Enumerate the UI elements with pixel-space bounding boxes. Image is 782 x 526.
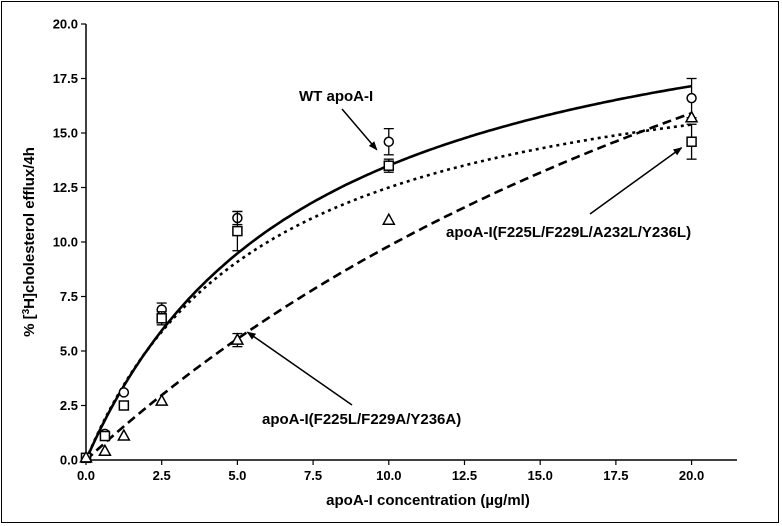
data-point-circle xyxy=(383,136,395,147)
annotation-label: WT apoA-I xyxy=(299,88,373,105)
annotation-arrow xyxy=(589,147,683,215)
data-point-square xyxy=(383,160,395,171)
fit-curve-series-2 xyxy=(85,111,693,461)
x-tick-label: 12.5 xyxy=(452,468,477,483)
x-tick-label: 7.5 xyxy=(304,468,322,483)
x-axis-label: apoA-I concentration (µg/ml) xyxy=(326,492,530,509)
data-point-square xyxy=(99,430,111,442)
x-tick-label: 17.5 xyxy=(603,468,628,483)
y-axis-label: % [3H]cholesterol efflux/4h xyxy=(21,147,39,337)
annotation-arrow xyxy=(341,108,378,151)
x-tick-label: 5.0 xyxy=(228,468,246,483)
annotation-label: apoA-I(F225L/F229L/A232L/Y236L) xyxy=(446,224,691,241)
data-point-circle xyxy=(118,387,130,398)
y-tick-label: 5.0 xyxy=(60,344,78,359)
y-tick-label: 12.5 xyxy=(53,180,78,195)
y-tick-label: 10.0 xyxy=(53,235,78,250)
fit-curve-series-1 xyxy=(84,123,692,461)
data-point-triangle xyxy=(230,332,245,345)
x-tick-label: 2.5 xyxy=(153,468,171,483)
data-point-triangle xyxy=(684,110,699,123)
x-tick-label: 0.0 xyxy=(77,468,95,483)
x-tick-label: 20.0 xyxy=(679,468,704,483)
annotation-arrow xyxy=(246,331,353,406)
annotations: WT apoA-I apoA-I(F225L/F229L/A232L/Y236L)… xyxy=(246,88,691,428)
data-point-triangle xyxy=(382,212,396,225)
data-point-square xyxy=(156,313,167,324)
y-tick-label: 7.5 xyxy=(60,289,78,304)
y-tick-label: 20.0 xyxy=(53,17,78,32)
data-points xyxy=(79,77,699,464)
data-point-triangle xyxy=(79,450,93,463)
data-point-square xyxy=(686,136,697,147)
y-tick-label: 17.5 xyxy=(53,71,78,86)
annotation-label: apoA-I(F225L/F229A/Y236A) xyxy=(262,411,461,428)
axes: 0.0 2.5 5.0 7.5 10.0 12.5 15.0 17.5 20.0 0.0 2.5 5.… xyxy=(53,17,737,483)
x-tick-label: 15.0 xyxy=(528,468,553,483)
data-point-circle xyxy=(686,92,697,104)
y-tick-label: 0.0 xyxy=(60,453,78,468)
y-tick-label: 15.0 xyxy=(53,126,78,141)
x-tick-label: 10.0 xyxy=(376,468,401,483)
data-point-triangle xyxy=(117,428,131,441)
data-point-triangle xyxy=(98,443,112,457)
data-point-square xyxy=(118,400,130,411)
data-point-square xyxy=(232,225,243,237)
data-point-triangle xyxy=(154,393,169,406)
y-tick-label: 2.5 xyxy=(60,398,78,413)
